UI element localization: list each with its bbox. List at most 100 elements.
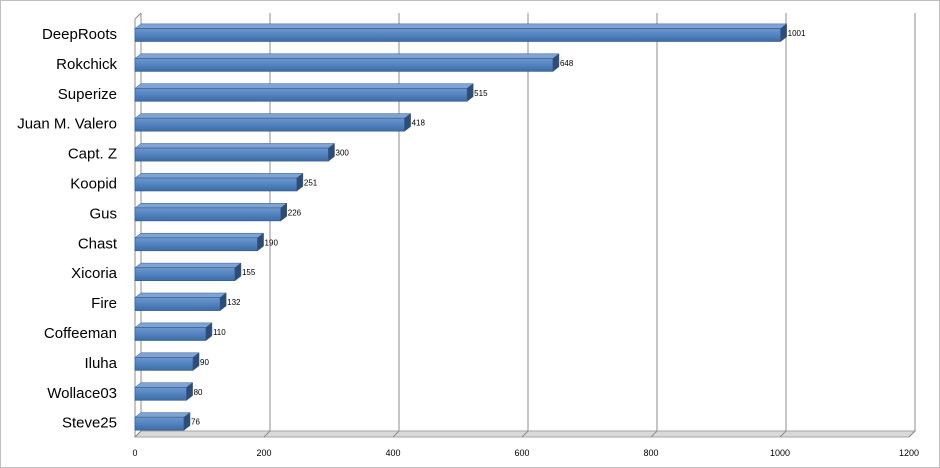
bar-side-face [219,292,227,312]
data-label: 132 [227,298,241,307]
category-label: Steve25 [62,415,117,432]
bar-side-face [280,202,288,222]
bar-top-face [134,232,265,239]
bar-front-face [134,416,185,431]
category-label: Wollace03 [47,385,117,402]
data-label: 226 [288,208,302,217]
bar-front-face [134,58,554,72]
bar-top-face [134,352,200,358]
data-label: 110 [213,328,226,337]
bar [134,292,227,312]
bar-side-face [234,262,242,282]
category-label: Iluha [84,355,117,372]
category-label: Rokchick [56,56,117,73]
gridline-floor [650,430,658,438]
bar-side-face [192,352,200,371]
bar-side-face [296,172,304,192]
bar-front-face [134,28,781,42]
bar [134,232,265,252]
bar-top-face [134,382,194,388]
bar [134,382,194,401]
bar [134,172,304,192]
bar-side-face [404,113,411,132]
x-tick-label: 0 [132,448,137,458]
bar-top-face [134,53,560,59]
bar-top-face [134,292,227,298]
bar-front-face [134,237,258,252]
x-tick-label: 200 [256,448,271,458]
bar-top-face [134,143,336,149]
gridline-floor [134,430,142,438]
bar [134,23,788,43]
bar-front-face [134,357,194,371]
bar [134,202,288,222]
data-label: 251 [304,179,318,188]
data-label: 76 [191,418,200,427]
data-label: 648 [560,59,574,68]
category-label: Fire [91,295,117,312]
bar [134,322,213,342]
data-label: 190 [265,238,279,247]
bar-side-face [257,232,264,252]
bar-side-face [780,23,787,43]
bar-top-face [134,173,304,179]
data-label: 80 [194,388,203,397]
bar-side-face [186,382,193,401]
bar-front-face [134,386,187,401]
bar-front-face [134,117,405,132]
bar-side-face [183,412,191,431]
bar-top-face [134,322,213,328]
bar-side-face [205,322,213,342]
bar-top-face [134,113,412,119]
bar-side-face [552,53,560,72]
bar-side-face [328,142,335,162]
category-label: Capt. Z [68,146,117,163]
bar-top-face [134,203,288,209]
bar-front-face [134,177,298,192]
bar [134,83,474,102]
bar [134,113,412,132]
bar-front-face [134,297,221,311]
bar-top-face [134,262,242,268]
bar-front-face [134,147,329,162]
x-tick-label: 400 [385,448,400,458]
bar-front-face [134,327,207,341]
data-label: 515 [474,89,488,98]
gridline-floor [392,430,400,438]
bar-side-face [466,83,474,102]
x-tick-label: 800 [643,448,658,458]
gridline-floor [263,430,271,438]
bar-front-face [134,267,236,282]
bar [134,352,200,371]
data-label: 418 [412,119,426,128]
bar-top-face [134,83,474,89]
bar-top-face [134,412,191,418]
labels: 0 200 400 600 800 1000 1200 DeepRoots 1001 Rokchi… [17,26,919,458]
category-label: Koopid [70,176,117,193]
bar-top-face [134,23,788,29]
x-tick-label: 1000 [770,448,790,458]
data-label: 90 [200,358,209,367]
plot-corner-edge [134,12,142,20]
gridlines [133,12,917,438]
gridline-floor [521,430,529,438]
x-tick-label: 600 [514,448,529,458]
category-label: DeepRoots [42,26,117,43]
category-label: Juan M. Valero [17,116,117,133]
data-label: 300 [336,149,350,158]
category-label: Gus [89,205,117,222]
category-label: Chast [78,235,118,252]
bar [134,262,242,282]
bar [134,142,336,162]
bar-front-face [134,88,468,102]
category-label: Coffeeman [44,325,117,342]
category-label: Superize [58,86,117,103]
gridline-floor [779,430,787,438]
category-label: Xicoria [71,265,118,282]
bar [134,412,191,431]
data-label: 1001 [788,29,806,38]
bars [134,23,788,431]
data-label: 155 [242,268,256,277]
